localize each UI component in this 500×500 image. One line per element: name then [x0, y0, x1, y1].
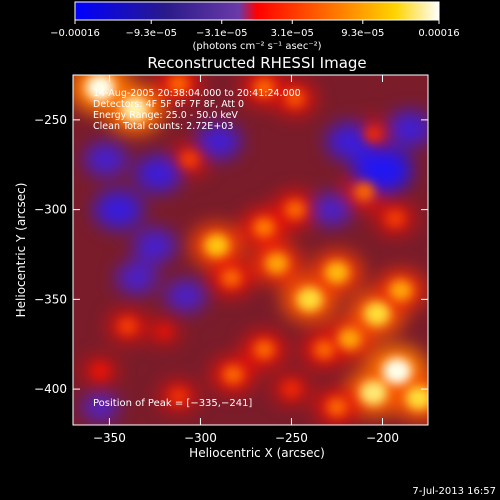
colorbar-tick-label: −0.00016 — [50, 28, 100, 39]
heatmap-cell — [282, 380, 301, 398]
annotation-counts: Clean Total counts: 2.72E+03 — [93, 121, 233, 132]
y-axis-label: Heliocentric Y (arcsec) — [14, 183, 28, 318]
heatmap-cell — [311, 193, 353, 227]
heatmap-cell — [180, 150, 199, 168]
heatmap-cell — [135, 154, 183, 193]
colorbar-tick-label: −3.1e−05 — [196, 28, 248, 39]
y-tick-label: −300 — [34, 203, 67, 217]
x-tick-label: −300 — [184, 431, 217, 445]
heatmap-cell — [86, 75, 115, 101]
heatmap-cell — [265, 252, 289, 275]
y-tick-label: −350 — [34, 292, 67, 306]
colorbar-tick-label: 9.3e−05 — [341, 28, 384, 39]
y-axis: −250 −300 −350 −400 — [34, 113, 428, 396]
heatmap-cell — [81, 392, 119, 422]
plot-area — [73, 75, 428, 425]
heatmap-cell — [324, 261, 350, 284]
peak-position-label: Position of Peak = [−335,−241] — [93, 398, 252, 409]
heatmap-cell — [84, 142, 128, 177]
y-tick-label: −400 — [34, 382, 67, 396]
heatmap-cell — [405, 386, 428, 410]
heatmap-cell — [352, 146, 412, 194]
heatmap-cell — [94, 190, 144, 230]
heatmap-cell — [121, 96, 149, 122]
heatmap-cell — [313, 340, 335, 360]
annotation-detectors: Detectors: 4F 5F 6F 7F 8F, Att 0 — [93, 99, 244, 110]
heatmap-cell — [91, 363, 109, 379]
heatmap-cell — [285, 89, 306, 108]
heatmap-cell — [387, 110, 428, 147]
heatmap-cell — [389, 279, 413, 301]
heatmap-cell — [364, 301, 391, 326]
heatmap-cell — [364, 126, 383, 143]
heatmap-cell — [253, 217, 275, 238]
heatmap-cell — [222, 365, 244, 385]
colorbar-ticks: −0.00016 −9.3e−05 −3.1e−05 3.1e−05 9.3e−05 0.… — [50, 20, 460, 39]
x-axis: −350 −300 −250 −200 — [93, 75, 399, 445]
timestamp: 7-Jul-2013 16:57 — [412, 486, 496, 497]
colorbar-tick-label: 3.1e−05 — [271, 28, 314, 39]
heatmap-cell — [116, 261, 158, 295]
heatmap-cell — [326, 397, 348, 417]
heatmap-cell — [382, 358, 412, 385]
x-axis-label: Heliocentric X (arcsec) — [189, 446, 325, 460]
heatmap-cell — [253, 340, 275, 360]
heatmap-cell — [284, 200, 306, 220]
heatmap-cell — [385, 209, 405, 228]
chart-title: Reconstructed RHESSI Image — [147, 54, 366, 72]
annotation-time: 14-Aug-2005 20:38:04.000 to 20:41:24.000 — [93, 88, 301, 99]
heatmap-cell — [353, 182, 375, 202]
heatmap-cell — [221, 268, 242, 288]
heatmap-cell — [204, 234, 230, 257]
heatmap-cell — [169, 387, 188, 405]
colorbar — [74, 1, 440, 21]
colorbar-tick-label: 0.00016 — [418, 28, 459, 39]
heatmap-cell — [118, 317, 138, 335]
heatmap-cell — [326, 122, 374, 161]
heatmap-cell — [253, 78, 275, 97]
x-tick-label: −200 — [366, 431, 399, 445]
heatmap-cell — [196, 123, 242, 160]
heatmap-cell — [155, 324, 173, 340]
heatmap-cell — [133, 228, 177, 263]
heatmap-cell — [359, 380, 387, 405]
colorbar-units: (photons cm⁻² s⁻¹ asec⁻²) — [192, 41, 321, 52]
x-tick-label: −350 — [93, 431, 126, 445]
plot-frame — [72, 74, 429, 426]
heatmap-cell — [296, 287, 323, 312]
y-tick-label: −250 — [34, 113, 67, 127]
colorbar-tick-label: −9.3e−05 — [125, 28, 177, 39]
heatmap-cell — [338, 328, 362, 350]
heatmap-cell — [165, 279, 207, 313]
annotation-block: 14-Aug-2005 20:38:04.000 to 20:41:24.000… — [93, 88, 301, 132]
x-tick-label: −250 — [275, 431, 308, 445]
annotation-energy: Energy Range: 25.0 - 50.0 keV — [93, 110, 238, 121]
heatmap-cell — [168, 75, 189, 94]
